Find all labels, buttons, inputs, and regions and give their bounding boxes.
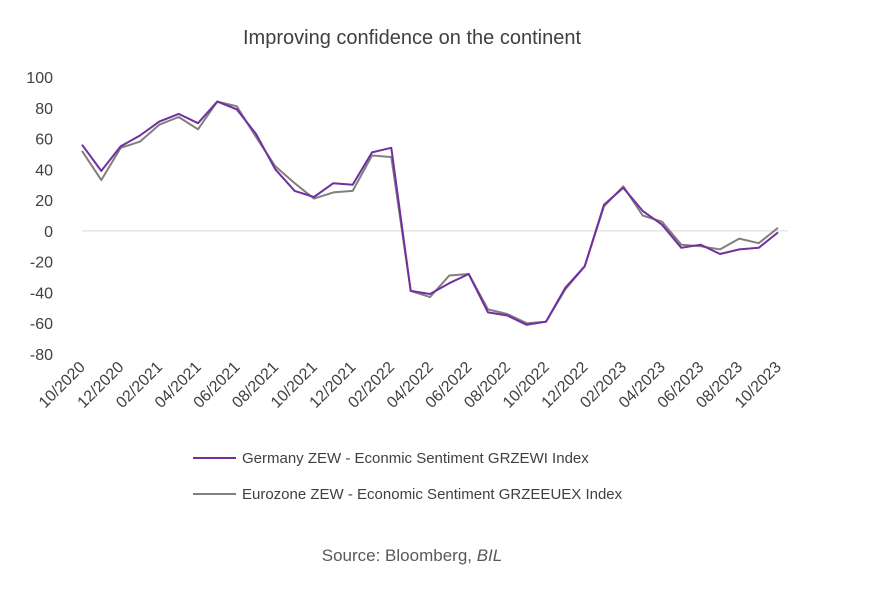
y-tick-label: 20 <box>35 193 53 210</box>
y-tick-label: 60 <box>35 132 53 149</box>
source-prefix: Source: Bloomberg, <box>322 546 477 565</box>
y-axis-ticks: 100 80 60 40 20 0 -20 -40 -60 -80 <box>26 70 53 364</box>
y-tick-label: -20 <box>30 255 53 272</box>
legend: Germany ZEW - Econmic Sentiment GRZEWI I… <box>193 450 623 503</box>
y-tick-label: 40 <box>35 162 53 179</box>
y-tick-label: -60 <box>30 316 53 333</box>
x-axis-ticks: 10/202012/202002/202104/202106/202108/20… <box>36 359 785 412</box>
y-tick-label: 0 <box>44 224 53 241</box>
source-emphasis: BIL <box>477 546 503 565</box>
legend-label: Eurozone ZEW - Economic Sentiment GRZEEU… <box>242 486 623 503</box>
y-tick-label: 100 <box>26 70 53 87</box>
y-tick-label: -80 <box>30 347 53 364</box>
source-note: Source: Bloomberg, BIL <box>322 546 503 565</box>
series-line-germany <box>81 100 779 326</box>
y-tick-label: -40 <box>30 285 53 302</box>
legend-label: Germany ZEW - Econmic Sentiment GRZEWI I… <box>242 450 589 467</box>
series-line-eurozone <box>81 100 779 325</box>
chart-title: Improving confidence on the continent <box>243 27 581 49</box>
series-lines <box>81 100 779 326</box>
y-tick-label: 80 <box>35 101 53 118</box>
